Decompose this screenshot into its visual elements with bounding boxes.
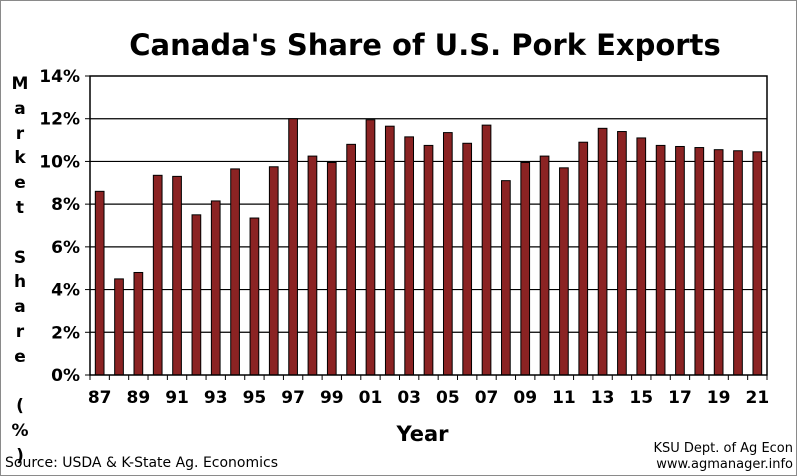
- bar: [404, 136, 415, 376]
- y-axis-label-char: S: [13, 247, 27, 268]
- x-tick-label: 95: [243, 388, 267, 408]
- y-tick-label: 12%: [39, 110, 80, 130]
- bar: [307, 155, 318, 376]
- credit-line-2: www.agmanager.info: [656, 457, 793, 472]
- bar: [365, 119, 376, 376]
- x-tick-label: 13: [591, 388, 615, 408]
- y-tick-label: 14%: [39, 67, 80, 87]
- y-axis-label-char: ): [16, 445, 24, 466]
- bar: [597, 127, 608, 376]
- x-tick-label: 09: [513, 388, 537, 408]
- y-axis-label-char: r: [15, 321, 25, 342]
- x-tick-label: 19: [707, 388, 731, 408]
- bar: [481, 124, 492, 376]
- source-note: Source: USDA & K-State Ag. Economics: [5, 455, 279, 471]
- bar: [172, 175, 182, 376]
- credit-note: KSU Dept. of Ag Econ www.agmanager.info: [653, 441, 793, 473]
- bar: [462, 142, 473, 376]
- bar: [268, 166, 279, 376]
- x-tick-label: 93: [204, 388, 228, 408]
- bar: [752, 151, 763, 376]
- x-axis-label: Year: [395, 422, 449, 446]
- x-tick-label: 99: [320, 388, 344, 408]
- bar: [114, 278, 124, 376]
- y-axis-label-char: t: [15, 197, 25, 218]
- x-tick-label: 03: [397, 388, 421, 408]
- bar: [191, 214, 202, 376]
- y-axis-label-char: M: [11, 74, 29, 94]
- bar: [559, 167, 569, 376]
- bar: [94, 190, 105, 376]
- bar: [694, 147, 705, 376]
- bar: [713, 149, 724, 376]
- bar: [249, 217, 260, 376]
- bar: [655, 144, 666, 376]
- bar: [733, 150, 743, 376]
- bar: [442, 132, 453, 376]
- x-tick-label: 01: [359, 388, 383, 408]
- y-axis-label-char: a: [14, 297, 26, 318]
- y-axis-label-char: h: [13, 272, 27, 293]
- y-tick-label: 4%: [51, 281, 80, 301]
- x-tick-label: 05: [436, 388, 460, 408]
- bar: [210, 200, 221, 376]
- x-tick-label: 87: [88, 388, 112, 408]
- bar: [675, 145, 685, 376]
- bar: [152, 174, 163, 376]
- y-tick-label: 10%: [39, 152, 80, 172]
- bar: [617, 131, 627, 376]
- bar: [578, 141, 589, 376]
- bar: [346, 143, 356, 376]
- bar: [230, 168, 240, 376]
- y-tick-label: 8%: [51, 195, 80, 215]
- bar: [636, 137, 647, 376]
- y-axis-label-char: a: [14, 98, 26, 119]
- plot-border: [89, 75, 768, 376]
- bar: [520, 161, 531, 376]
- y-axis-label-char: %: [11, 421, 29, 442]
- chart-title: Canada's Share of U.S. Pork Exports: [129, 28, 721, 62]
- y-axis-label-char: r: [15, 123, 25, 144]
- x-tick-label: 21: [745, 388, 769, 408]
- y-axis-label-char: (: [16, 396, 24, 417]
- y-axis-label-char: e: [14, 173, 26, 194]
- credit-line-1: KSU Dept. of Ag Econ: [653, 441, 793, 456]
- bar: [133, 271, 144, 376]
- x-tick-label: 97: [281, 388, 305, 408]
- y-tick-label: 2%: [51, 323, 80, 343]
- bar: [326, 161, 337, 376]
- x-tick-label: 15: [629, 388, 653, 408]
- x-tick-label: 11: [552, 388, 576, 408]
- x-tick-label: 91: [165, 388, 189, 408]
- y-tick-label: 0%: [51, 366, 80, 386]
- bar: [423, 144, 434, 376]
- bar: [501, 180, 511, 376]
- bar: [539, 155, 550, 376]
- x-tick-label: 17: [668, 388, 692, 408]
- y-axis-label-char: e: [14, 346, 26, 367]
- bar: [288, 118, 298, 376]
- y-axis-label-char: k: [14, 148, 26, 169]
- x-tick-label: 07: [475, 388, 499, 408]
- bar: [384, 125, 395, 376]
- x-tick-label: 89: [127, 388, 151, 408]
- y-tick-label: 6%: [51, 238, 80, 258]
